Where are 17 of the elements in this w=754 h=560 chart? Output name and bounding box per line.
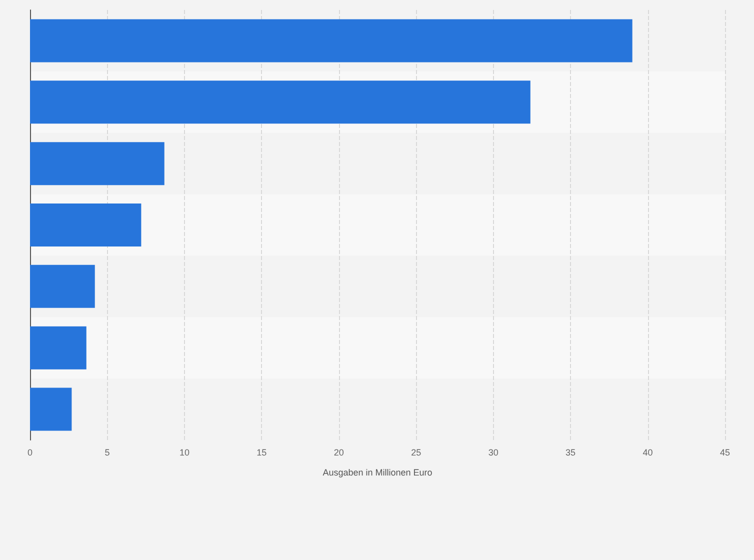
- bar: [30, 388, 72, 431]
- x-axis-title: Ausgaben in Millionen Euro: [322, 468, 432, 478]
- bar: [30, 80, 530, 124]
- x-tick-label: 40: [642, 448, 653, 458]
- bar: [30, 264, 95, 308]
- x-tick-label: 5: [104, 448, 110, 458]
- x-tick-label: 10: [179, 448, 190, 458]
- x-tick-label: 20: [334, 448, 344, 458]
- x-tick-label: 15: [256, 448, 267, 458]
- x-tick-label: 30: [488, 448, 498, 458]
- x-tick-label: 35: [566, 448, 576, 458]
- x-tick-label: 45: [720, 448, 730, 458]
- bar: [30, 142, 164, 186]
- bar: [30, 204, 142, 246]
- x-tick-label: 25: [411, 448, 422, 458]
- x-tick-label: 0: [27, 448, 33, 458]
- bar: [30, 326, 86, 370]
